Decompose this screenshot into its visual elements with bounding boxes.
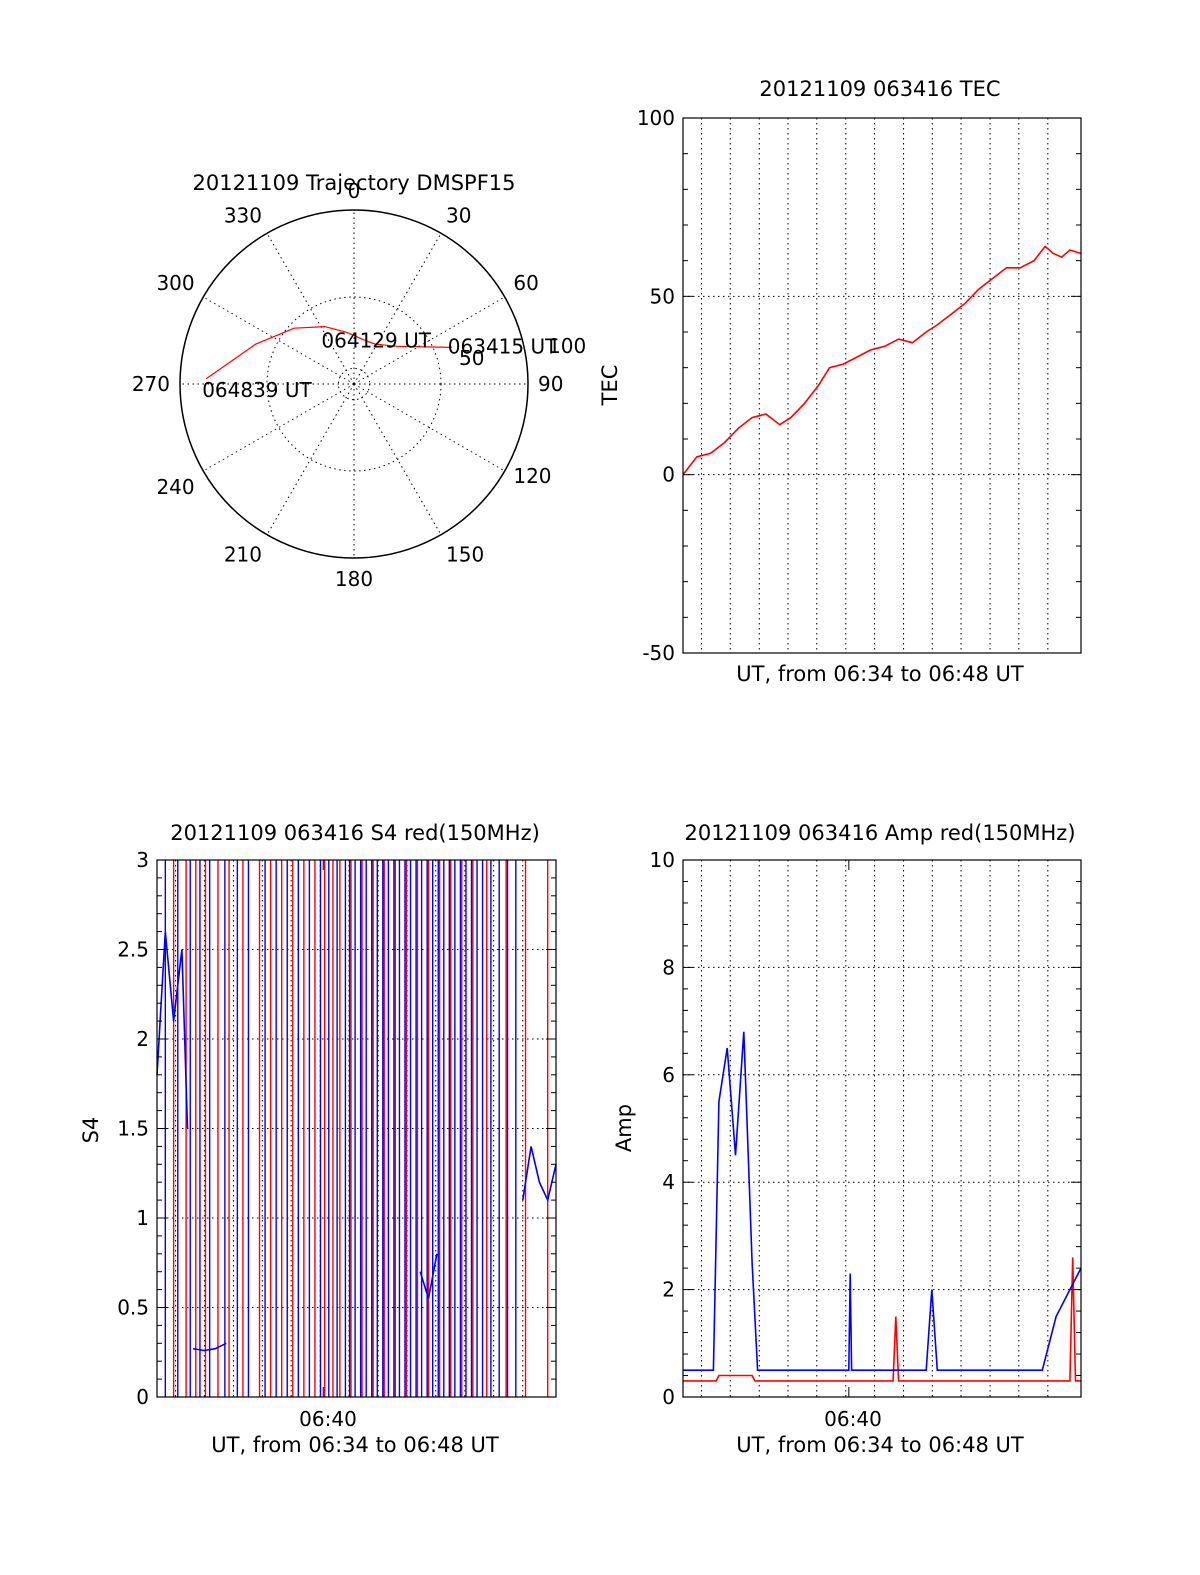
amp-plot: 10 8 6 4 2 0 (650, 848, 1082, 1409)
plot-frame (682, 117, 1082, 654)
polar-angle-label: 330 (224, 204, 262, 228)
y-tick-label: 0 (662, 463, 675, 487)
series-line (683, 1031, 1082, 1371)
trajectory-line (205, 325, 452, 380)
panel-s4: 20121109 063416 S4 red(150MHz) 06:40 UT,… (79, 821, 557, 1457)
y-tick-label: 1.5 (117, 1117, 149, 1141)
polar-spoke (353, 296, 505, 385)
y-tick-label: 50 (650, 284, 675, 308)
title-s4: 20121109 063416 S4 red(150MHz) (170, 821, 540, 845)
series-line (682, 245, 1082, 476)
plot-frame (156, 859, 557, 1398)
trajectory-label: 064129 UT (321, 329, 431, 353)
y-tick-label: 2.5 (117, 938, 149, 962)
s4-plot: 3 2.5 2 1.5 1 0.5 0 (117, 848, 557, 1409)
y-tick-label: 3 (136, 848, 149, 872)
y-tick-label: 2 (662, 1278, 675, 1302)
panel-amp: 20121109 063416 Amp red(150MHz) 06:40 UT… (612, 821, 1082, 1457)
polar-spoke (266, 383, 355, 535)
y-tick-label: 4 (662, 1170, 675, 1194)
trajectory-label: 063415 UT (448, 334, 558, 358)
polar-angle-label: 0 (348, 179, 361, 203)
polar-labels: 0 30 60 90 120 150 180 210 240 270 300 330 50 100 (132, 179, 586, 591)
tec-plot: 100 50 0 -50 (637, 106, 1082, 665)
polar-angle-label: 150 (446, 542, 484, 566)
title-trajectory: 20121109 Trajectory DMSPF15 (192, 171, 515, 195)
series-line (192, 1342, 227, 1352)
xlabel-s4: UT, from 06:34 to 06:48 UT (211, 1433, 499, 1457)
plot-frame (682, 859, 1082, 1398)
polar-angle-label: 30 (446, 204, 471, 228)
y-tick-label: 6 (662, 1063, 675, 1087)
polar-angle-label: 60 (513, 271, 538, 295)
title-tec: 20121109 063416 TEC (759, 77, 1000, 101)
polar-radial-label: 100 (548, 334, 586, 358)
y-tick-label: 0.5 (117, 1296, 149, 1320)
panel-tec: 20121109 063416 TEC UT, from 06:34 to 06… (598, 77, 1082, 686)
polar-outer-ring (179, 209, 529, 559)
polar-angle-label: 240 (156, 475, 194, 499)
polar-angle-label: 120 (513, 464, 551, 488)
polar-angle-label: 300 (156, 271, 194, 295)
ylabel-amp: Amp (612, 1104, 636, 1152)
polar-grid (179, 209, 529, 559)
polar-spoke (353, 383, 442, 535)
polar-trajectory: 063415 UT 064129 UT 064839 UT (202, 325, 558, 402)
y-tick-label: 8 (662, 955, 675, 979)
series-line (156, 931, 189, 1129)
y-tick-label: 10 (650, 848, 675, 872)
polar-spoke (266, 233, 355, 385)
panel-trajectory: 20121109 Trajectory DMSPF15 0 30 60 90 120 15… (132, 171, 586, 591)
polar-ring-50 (266, 296, 442, 472)
series-line (522, 1146, 557, 1203)
xlabel-amp: UT, from 06:34 to 06:48 UT (736, 1433, 1024, 1457)
polar-spoke (203, 296, 355, 385)
polar-spoke (353, 233, 442, 385)
y-tick-label: 0 (662, 1385, 675, 1409)
y-tick-label: 0 (136, 1385, 149, 1409)
xtick-s4: 06:40 (299, 1407, 357, 1431)
series-line (683, 1257, 1081, 1382)
title-amp: 20121109 063416 Amp red(150MHz) (684, 821, 1075, 845)
y-tick-label: 100 (637, 106, 675, 130)
y-tick-label: 1 (136, 1206, 149, 1230)
polar-spoke (353, 383, 505, 472)
polar-radial-label: 50 (459, 346, 484, 370)
trajectory-label: 064839 UT (202, 378, 312, 402)
series-line (419, 1253, 438, 1299)
polar-angle-label: 180 (335, 567, 373, 591)
ylabel-tec: TEC (598, 365, 622, 407)
ylabel-s4: S4 (79, 1117, 103, 1144)
xtick-amp: 06:40 (824, 1407, 882, 1431)
xlabel-tec: UT, from 06:34 to 06:48 UT (736, 662, 1024, 686)
polar-angle-label: 90 (538, 372, 563, 396)
polar-spoke (203, 383, 355, 472)
y-tick-label: -50 (642, 641, 675, 665)
polar-angle-label: 210 (224, 542, 262, 566)
y-tick-label: 2 (136, 1027, 149, 1051)
polar-angle-label: 270 (132, 372, 170, 396)
